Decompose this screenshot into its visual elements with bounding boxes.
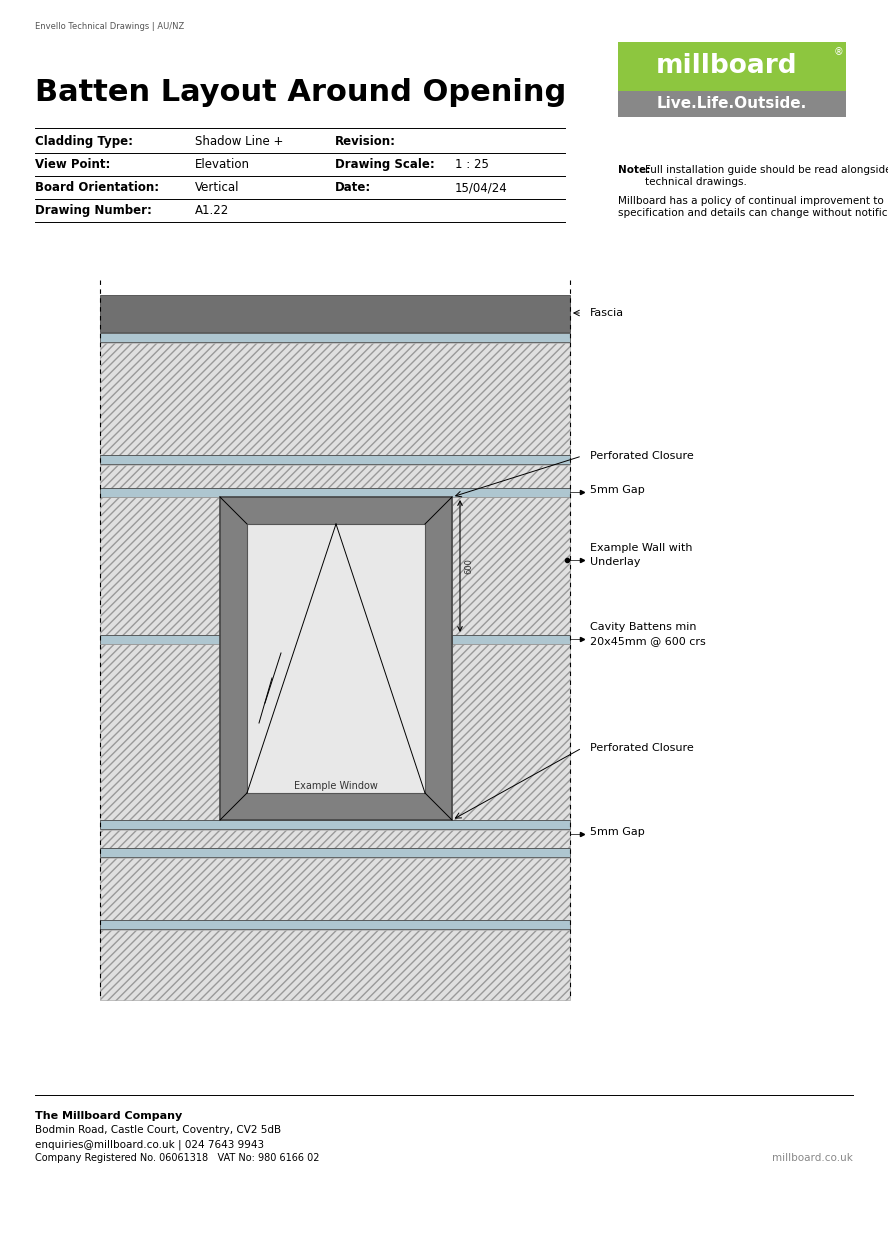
Text: 600: 600 — [464, 558, 473, 574]
Text: Fascia: Fascia — [590, 308, 624, 319]
Text: 5mm Gap: 5mm Gap — [590, 827, 645, 837]
Text: Cavity Battens min
20x45mm @ 600 crs: Cavity Battens min 20x45mm @ 600 crs — [590, 622, 706, 646]
Bar — [100, 849, 570, 857]
Text: Company Registered No. 06061318   VAT No: 980 6166 02: Company Registered No. 06061318 VAT No: … — [35, 1153, 320, 1163]
Bar — [452, 645, 570, 820]
Bar — [100, 454, 570, 465]
Bar — [247, 524, 425, 793]
Text: 5mm Gap: 5mm Gap — [590, 485, 645, 495]
Text: Batten Layout Around Opening: Batten Layout Around Opening — [35, 78, 567, 107]
Text: Bodmin Road, Castle Court, Coventry, CV2 5dB: Bodmin Road, Castle Court, Coventry, CV2… — [35, 1126, 281, 1136]
Text: Full installation guide should be read alongside the
technical drawings.: Full installation guide should be read a… — [645, 165, 888, 186]
Text: Revision:: Revision: — [335, 135, 396, 149]
Text: Cladding Type:: Cladding Type: — [35, 135, 133, 149]
Bar — [618, 91, 846, 117]
Text: Drawing Number:: Drawing Number: — [35, 204, 152, 217]
Text: Drawing Scale:: Drawing Scale: — [335, 157, 435, 171]
Bar — [100, 497, 220, 635]
Text: Live.Life.Outside.: Live.Life.Outside. — [657, 97, 807, 111]
Text: Envello Technical Drawings | AU/NZ: Envello Technical Drawings | AU/NZ — [35, 21, 184, 31]
Text: millboard.co.uk: millboard.co.uk — [773, 1153, 853, 1163]
Text: Shadow Line +: Shadow Line + — [195, 135, 283, 149]
Text: The Millboard Company: The Millboard Company — [35, 1110, 182, 1121]
Text: Board Orientation:: Board Orientation: — [35, 181, 159, 194]
Text: Date:: Date: — [335, 181, 371, 194]
Bar — [100, 645, 220, 820]
Bar — [100, 830, 570, 849]
Bar — [100, 635, 220, 645]
Bar — [452, 635, 570, 645]
Text: Millboard has a policy of continual improvement to its
specification and details: Millboard has a policy of continual impr… — [618, 196, 888, 218]
Text: millboard: millboard — [656, 53, 797, 79]
Text: Example Window: Example Window — [294, 781, 378, 791]
Text: Example Wall with
Underlay: Example Wall with Underlay — [590, 543, 693, 567]
Text: Note:: Note: — [618, 165, 650, 175]
Text: enquiries@millboard.co.uk | 024 7643 9943: enquiries@millboard.co.uk | 024 7643 994… — [35, 1139, 264, 1149]
Text: View Point:: View Point: — [35, 157, 110, 171]
Text: 1 : 25: 1 : 25 — [455, 157, 489, 171]
Text: ®: ® — [833, 48, 843, 58]
Bar — [100, 920, 570, 929]
Text: Vertical: Vertical — [195, 181, 240, 194]
Text: Elevation: Elevation — [195, 157, 250, 171]
Text: Perforated Closure: Perforated Closure — [590, 451, 694, 461]
Bar — [452, 497, 570, 635]
Bar — [100, 820, 570, 828]
Text: Perforated Closure: Perforated Closure — [590, 743, 694, 753]
Bar — [618, 42, 846, 91]
Text: 15/04/24: 15/04/24 — [455, 181, 508, 194]
Bar — [100, 857, 570, 920]
Bar — [100, 930, 570, 1000]
Bar — [100, 488, 570, 497]
Bar — [100, 342, 570, 454]
Bar — [220, 497, 452, 820]
Bar — [100, 332, 570, 342]
Bar — [100, 295, 570, 332]
Text: A1.22: A1.22 — [195, 204, 229, 217]
Bar — [100, 465, 570, 488]
